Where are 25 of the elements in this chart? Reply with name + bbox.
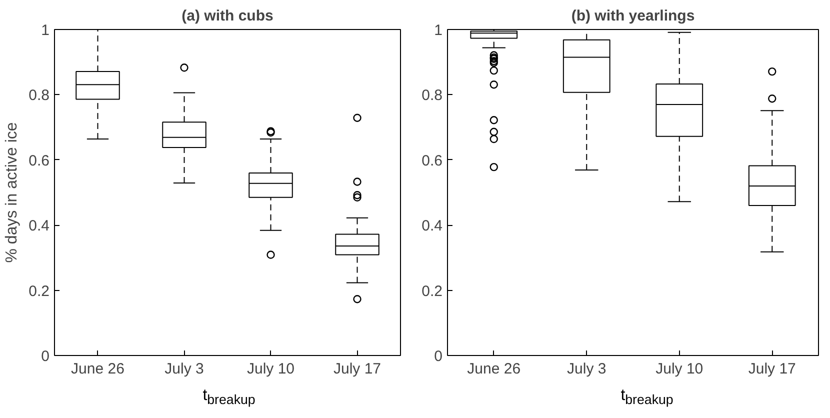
y-tick-label: 0.6 (28, 152, 50, 170)
y-tick-label: 0.6 (422, 152, 443, 170)
x-tick-label: July 10 (246, 360, 295, 378)
y-tick-label: 0.8 (422, 87, 443, 104)
y-tick-label: 1 (41, 22, 50, 39)
y-axis-title: % days in active ice (4, 122, 21, 263)
y-tick-label: 0.4 (422, 218, 443, 235)
y-tick-label: 0.2 (28, 282, 50, 300)
x-tick-label: June 26 (467, 360, 521, 378)
y-tick-label: 0 (434, 348, 442, 365)
y-tick-label: 1 (434, 22, 442, 39)
x-tick-label: July 17 (333, 360, 382, 378)
x-tick-label: July 17 (748, 360, 796, 378)
y-tick-label: 0.4 (28, 218, 50, 235)
y-tick-label: 0 (41, 348, 50, 365)
y-tick-label: 0.2 (422, 282, 443, 300)
x-tick-label: June 26 (71, 360, 124, 378)
chart-title: (a) with cubs (182, 8, 274, 24)
x-tick-label: July 3 (164, 360, 204, 378)
x-tick-label: July 3 (567, 360, 606, 378)
x-tick-label: July 10 (656, 360, 704, 378)
x-axis-title: t$_{breakup}$ (202, 386, 256, 410)
chart-title: (b) with yearlings (571, 8, 695, 24)
x-axis-title: t$_{breakup}$ (620, 386, 674, 410)
y-tick-label: 0.8 (28, 87, 50, 104)
